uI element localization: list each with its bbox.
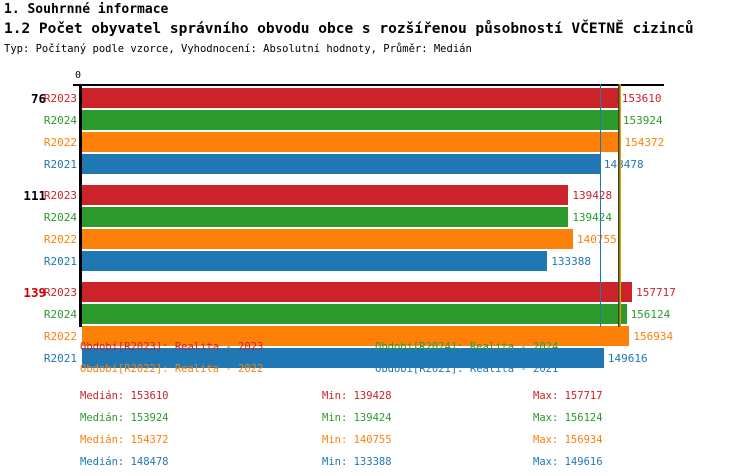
row-label-r2021: R2021 (43, 255, 77, 268)
row-label-r2022: R2022 (43, 136, 77, 149)
bar-76-r2021[interactable] (82, 154, 600, 174)
legend-item[interactable]: Období[R2023]: Realita - 2023 (80, 341, 264, 353)
reference-line-r2021 (600, 84, 601, 327)
row-label-r2024: R2024 (43, 211, 77, 224)
stat-max: Max: 156934 (533, 434, 603, 446)
bar-value-label: 156934 (633, 330, 674, 343)
axis-zero-tick (73, 84, 80, 86)
bar-value-label: 148478 (603, 158, 644, 171)
bar-139-r2023[interactable] (82, 282, 633, 302)
row-label-r2022: R2022 (43, 233, 77, 246)
row-label-r2023: R2023 (43, 189, 77, 202)
stat-max: Max: 156124 (533, 412, 603, 424)
stat-median: Medián: 148478 (80, 456, 169, 468)
reference-line-r2024 (619, 84, 620, 327)
bar-value-label: 149616 (607, 352, 648, 365)
legend-item[interactable]: Období[R2024]: Realita - 2024 (375, 341, 559, 353)
group-label: 76 (30, 91, 46, 106)
bar-139-r2021[interactable] (82, 348, 604, 368)
row-label-r2021: R2021 (43, 158, 77, 171)
stat-min: Min: 133388 (322, 456, 392, 468)
bar-value-label: 153924 (622, 114, 663, 127)
bar-value-label: 156124 (630, 308, 671, 321)
bar-value-label: 139424 (572, 211, 613, 224)
chart-title: 1.2 Počet obyvatel správního obvodu obce… (4, 21, 694, 37)
axis-zero-label: 0 (75, 70, 82, 81)
row-label-r2022: R2022 (43, 330, 77, 343)
axis-top-line (79, 84, 664, 86)
bar-value-label: 140755 (576, 233, 617, 246)
bar-111-r2021[interactable] (82, 251, 548, 271)
stat-max: Max: 149616 (533, 456, 603, 468)
stat-median: Medián: 153610 (80, 390, 169, 402)
row-label-r2023: R2023 (43, 286, 77, 299)
bar-value-label: 133388 (551, 255, 592, 268)
group-label: 139 (23, 285, 46, 300)
stat-median: Medián: 154372 (80, 434, 169, 446)
row-label-r2021: R2021 (43, 352, 77, 365)
bar-76-r2024[interactable] (82, 110, 619, 130)
stat-min: Min: 140755 (322, 434, 392, 446)
stat-max: Max: 157717 (533, 390, 603, 402)
legend-item[interactable]: Období[R2021]: Realita - 2021 (375, 363, 559, 375)
stat-median: Medián: 153924 (80, 412, 169, 424)
bar-111-r2022[interactable] (82, 229, 573, 249)
bar-76-r2023[interactable] (82, 88, 618, 108)
chart-subtitle: Typ: Počítaný podle vzorce, Vyhodnocení:… (4, 43, 472, 55)
stat-min: Min: 139428 (322, 390, 392, 402)
page-title: 1. Souhrnné informace (4, 2, 169, 17)
stat-min: Min: 139424 (322, 412, 392, 424)
group-label: 111 (23, 188, 46, 203)
bar-76-r2022[interactable] (82, 132, 621, 152)
bar-value-label: 157717 (636, 286, 676, 299)
bar-value-label: 154372 (624, 136, 665, 149)
row-label-r2024: R2024 (43, 114, 77, 127)
reference-line-r2022 (620, 84, 621, 327)
bar-139-r2022[interactable] (82, 326, 630, 346)
row-label-r2023: R2023 (43, 92, 77, 105)
legend-item[interactable]: Období[R2022]: Realita - 2022 (80, 363, 264, 375)
row-label-r2024: R2024 (43, 308, 77, 321)
bar-value-label: 139428 (572, 189, 613, 202)
axis-zero-line (79, 84, 82, 327)
bar-value-label: 153610 (621, 92, 662, 105)
bar-139-r2024[interactable] (82, 304, 627, 324)
bar-111-r2024[interactable] (82, 207, 569, 227)
reference-line-r2023 (618, 84, 619, 327)
bar-111-r2023[interactable] (82, 185, 569, 205)
